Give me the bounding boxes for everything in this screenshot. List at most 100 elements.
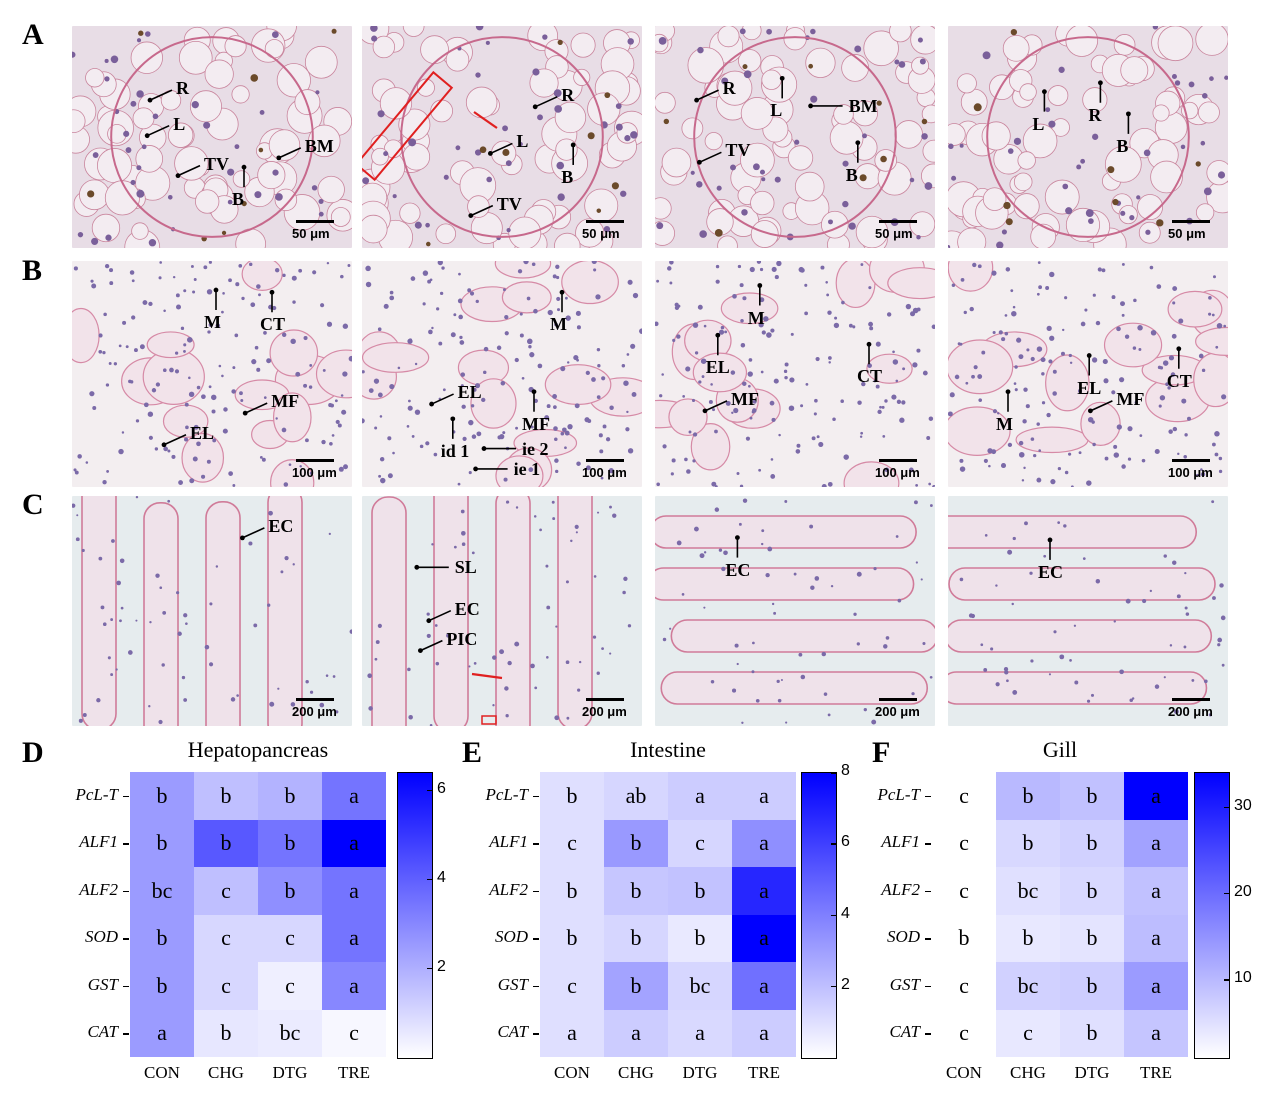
annotation-arrow [470,204,494,217]
annotation-bm: BM [848,95,878,116]
micrograph-a-4: L R B 50 μm [948,26,1228,248]
annotation-arrowhead [242,410,248,416]
scale-bar [1172,698,1210,701]
annotation-arrowhead [531,389,537,395]
heatmap-cell: a [322,914,386,962]
heatmap-cell: c [194,867,258,915]
annotation-el: EL [1077,377,1102,398]
panel-label-e: E [462,736,483,769]
scale-bar [879,698,917,701]
red-arrow [473,111,498,129]
y-tick [123,843,129,845]
scale-bar-label: 50 μm [875,226,913,241]
annotation-ie-2: ie 2 [522,438,549,459]
scale-bar-label: 200 μm [292,704,337,719]
heatmap-cell: b [604,819,668,867]
panel-label-f: F [872,736,891,769]
heatmap-row-label: ALF1 [79,832,118,852]
annotation-el: EL [457,382,482,403]
annotation-ie-1: ie 1 [513,458,541,479]
annotation-el: EL [705,357,730,378]
annotation-arrowhead [144,133,150,139]
annotation-arrow [490,142,513,155]
heatmap-row-label: ALF1 [881,832,920,852]
micrograph-b-3: M EL MF CT 100 μm [655,261,935,487]
heatmap-row-label: PcL-T [75,784,119,804]
heatmap-cell: b [604,867,668,915]
annotation-arrowhead [570,142,576,148]
annotation-arrow [431,393,454,405]
annotation-arrowhead [418,648,423,653]
y-tick [533,843,539,845]
annotation-tv: TV [496,193,522,214]
scale-bar [586,220,624,223]
heatmap-cell: b [604,962,668,1010]
heatmap-cell: b [258,867,322,915]
tissue-texture [655,261,935,487]
colorbar-tick [1224,892,1230,895]
heatmap-row-label: SOD [886,927,920,947]
heatmap-cell: b [1060,914,1124,962]
tissue-texture [362,26,642,248]
annotation-arrowhead [735,535,740,540]
panel-label-b: B [22,254,43,287]
annotation-arrow [704,400,728,412]
heatmap-row-label: CAT [889,1022,920,1042]
heatmap-cell: b [1060,772,1124,820]
tissue-texture [72,496,352,726]
heatmap-row-label: GST [87,974,118,994]
heatmap-cell: a [732,867,796,915]
heatmap-cell: a [322,962,386,1010]
micrograph-c-4: EC 200 μm [948,496,1228,726]
micrograph-b-2: M EL MF id 1 ie 2 ie 1 100 μm [362,261,642,487]
annotation-mf: MF [1116,388,1145,409]
scale-bar [586,698,624,701]
micrograph-b-1: M CT MF EL 100 μm [72,261,352,487]
annotation-b: B [561,166,574,187]
scale-bar-label: 100 μm [292,465,337,480]
colorbar-tick-label: 20 [1234,882,1252,900]
heatmap-row-label: GST [497,974,528,994]
heatmap-cell: b [996,914,1060,962]
panel-label-c: C [22,488,44,521]
heatmap-cell: a [604,1009,668,1057]
micrograph-c-3: EC 200 μm [655,496,935,726]
heatmap-cell: b [130,914,194,962]
annotation-ct: CT [857,366,883,387]
tissue-texture [72,26,352,248]
colorbar [397,772,433,1059]
red-arrow [471,672,503,680]
colorbar-tick-label: 30 [1234,796,1252,814]
heatmap-cell: b [1060,962,1124,1010]
heatmap-column-label: TRE [337,1063,371,1082]
colorbar-tick [427,967,433,970]
panel-label-d: D [22,736,44,769]
colorbar-tick-label: 2 [841,975,850,993]
annotation-tv: TV [204,153,230,174]
annotation-arrowhead [694,97,699,103]
colorbar-tick [831,843,837,845]
annotation-arrowhead [240,535,245,541]
y-tick [925,890,931,893]
annotation-pic: PIC [446,628,478,649]
heatmap-cell: b [604,914,668,962]
annotation-arrowhead [1047,537,1053,543]
tissue-texture [362,261,642,487]
annotation-ec: EC [268,515,294,536]
annotation-arrowhead [473,466,478,472]
annotation-bm: BM [304,135,334,156]
scale-bar-label: 50 μm [1168,226,1206,241]
colorbar-tick-label: 6 [437,779,446,797]
heatmap-cell: c [932,772,996,820]
scale-bar [296,698,334,701]
annotation-arrowhead [715,332,721,338]
annotation-el: EL [190,422,215,443]
tissue-texture [948,500,1226,717]
colorbar-tick [1224,979,1230,981]
annotation-arrowhead [866,341,872,347]
annotation-id-1: id 1 [440,440,470,461]
annotation-arrowhead [1088,408,1093,414]
heatmap-cell: a [540,1009,604,1057]
micrograph-a-1: R L TV B BM 50 μm [72,26,352,248]
annotation-arrowhead [426,618,432,624]
